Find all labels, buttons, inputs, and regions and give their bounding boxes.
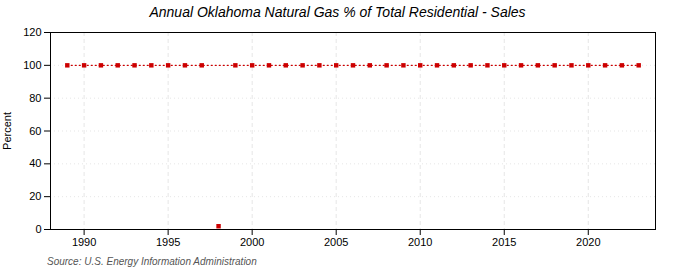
svg-text:1990: 1990	[72, 236, 96, 248]
svg-text:40: 40	[29, 157, 41, 169]
svg-text:2000: 2000	[240, 236, 264, 248]
svg-text:60: 60	[29, 125, 41, 137]
svg-text:80: 80	[29, 92, 41, 104]
html-text:Source: U.S. Energy Informatio: Source: U.S. Energy Information Administ…	[47, 256, 257, 267]
svg-text:2015: 2015	[492, 236, 516, 248]
svg-text:Percent: Percent	[1, 112, 13, 150]
html-text:Annual Oklahoma Natural Gas %: Annual Oklahoma Natural Gas % of Total R…	[149, 4, 526, 20]
svg-text:2020: 2020	[576, 236, 600, 248]
svg-text:2010: 2010	[408, 236, 432, 248]
svg-text:2005: 2005	[324, 236, 348, 248]
svg-text:0: 0	[35, 223, 41, 235]
svg-text:1995: 1995	[156, 236, 180, 248]
svg-text:100: 100	[23, 59, 41, 71]
svg-text:120: 120	[23, 26, 41, 38]
svg-text:20: 20	[29, 190, 41, 202]
